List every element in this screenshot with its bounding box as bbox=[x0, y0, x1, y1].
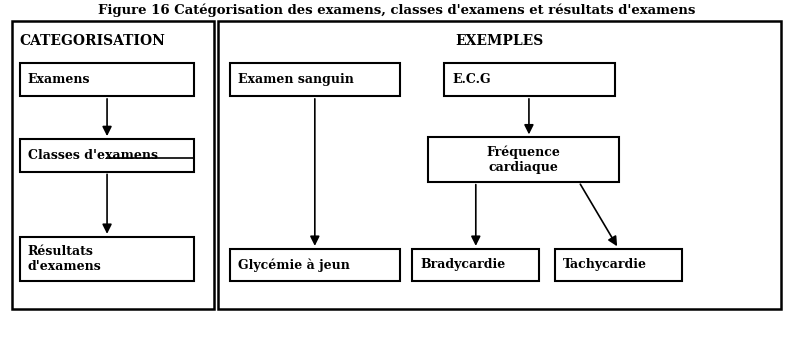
Text: Bradycardie: Bradycardie bbox=[420, 259, 506, 271]
Text: CATEGORISATION: CATEGORISATION bbox=[20, 34, 166, 48]
Bar bbox=[555, 249, 682, 281]
Bar bbox=[218, 21, 781, 309]
Bar bbox=[20, 63, 194, 96]
Text: Glycémie à jeun: Glycémie à jeun bbox=[238, 258, 350, 272]
Bar bbox=[412, 249, 539, 281]
Text: E.C.G: E.C.G bbox=[452, 73, 491, 86]
Bar bbox=[12, 21, 214, 309]
Bar bbox=[20, 237, 194, 281]
Text: Résultats
d'examens: Résultats d'examens bbox=[28, 245, 102, 273]
Text: Fréquence
cardiaque: Fréquence cardiaque bbox=[486, 145, 561, 174]
Text: Tachycardie: Tachycardie bbox=[563, 259, 647, 271]
Text: Classes d'examens: Classes d'examens bbox=[28, 149, 158, 162]
Text: EXEMPLES: EXEMPLES bbox=[455, 34, 544, 48]
Bar bbox=[444, 63, 615, 96]
Text: Examens: Examens bbox=[28, 73, 90, 86]
Text: Figure 16 Catégorisation des examens, classes d'examens et résultats d'examens: Figure 16 Catégorisation des examens, cl… bbox=[98, 3, 695, 17]
Bar bbox=[428, 137, 619, 182]
Text: Examen sanguin: Examen sanguin bbox=[238, 73, 354, 86]
Bar bbox=[230, 249, 400, 281]
Bar bbox=[20, 139, 194, 172]
Bar bbox=[230, 63, 400, 96]
